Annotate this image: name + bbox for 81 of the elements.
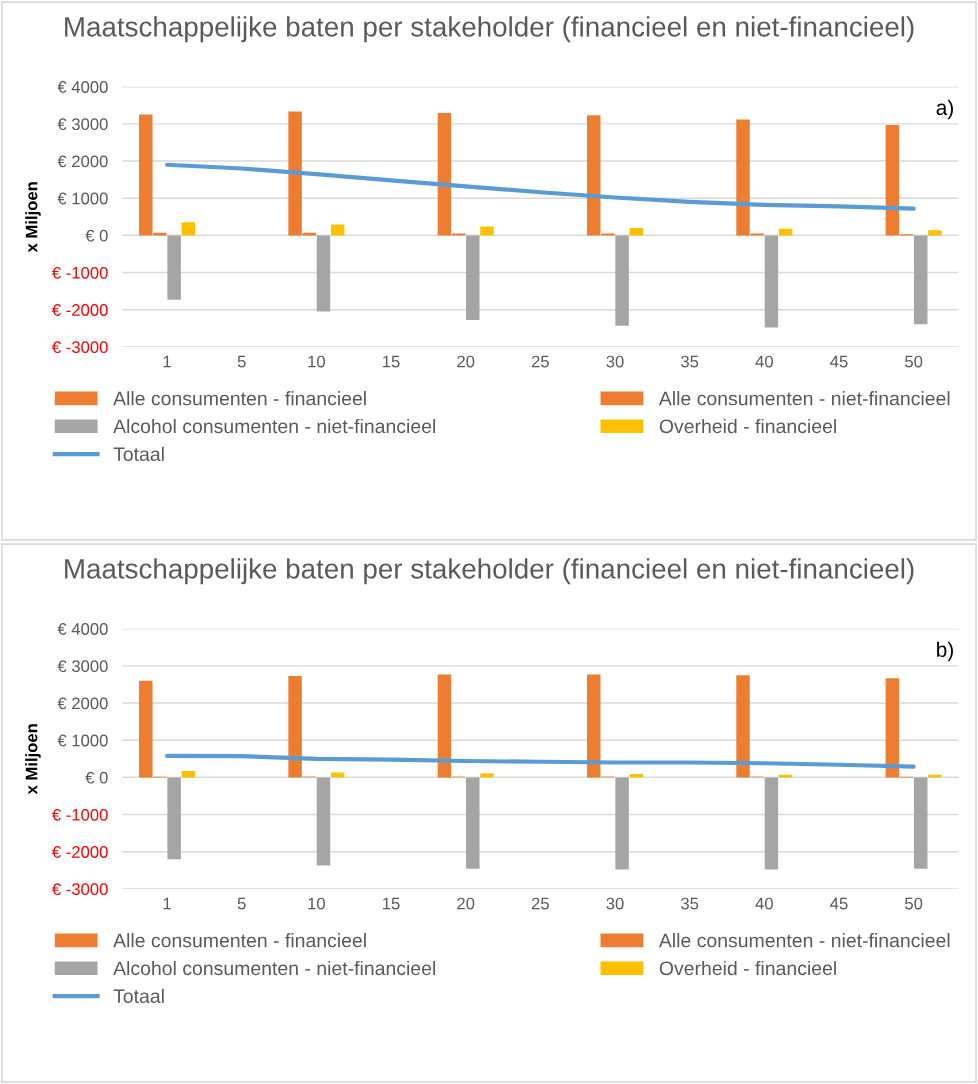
x-tick-label: 35	[681, 355, 699, 368]
bar	[181, 222, 196, 236]
bar	[181, 771, 196, 778]
x-tick-label: 10	[308, 355, 325, 368]
bar	[586, 674, 601, 778]
bar	[914, 777, 928, 869]
x-tick-label: 40	[755, 355, 773, 368]
bar	[736, 675, 750, 778]
x-tick-label: 35	[681, 897, 699, 910]
bar	[615, 777, 629, 870]
legend-label: Alcohol consumenten - niet-financieel	[113, 418, 435, 434]
bar	[330, 224, 345, 236]
bar	[615, 235, 629, 326]
x-tick-label: 45	[830, 897, 848, 910]
y-axis-title: x Miljoen	[25, 724, 41, 795]
legend-label: Alle consumenten - niet-financieel	[658, 391, 950, 406]
legend-label: Alcohol consumenten - niet-financieel	[113, 960, 435, 976]
bar	[167, 235, 181, 300]
bar	[316, 777, 331, 866]
y-tick-label: € 1000	[57, 192, 108, 205]
x-tick-label: 15	[383, 355, 400, 368]
bar	[466, 777, 480, 869]
y-tick-label: € 4000	[57, 623, 108, 635]
bar	[629, 227, 644, 236]
x-tick-label: 20	[457, 897, 475, 910]
bar	[764, 235, 779, 328]
bar	[480, 226, 494, 236]
x-tick-label: 30	[606, 897, 624, 910]
y-tick-label: € 4000	[57, 81, 108, 93]
x-tick-label: 30	[606, 355, 624, 368]
chart-title: Maatschappelijke baten per stakeholder (financieel en niet-financieel)	[65, 16, 914, 43]
y-tick-label: € 3000	[57, 118, 108, 131]
annotation: a)	[936, 99, 953, 120]
legend-label: Overheid - financieel	[659, 418, 836, 434]
legend-label: Alle consumenten - financieel	[113, 391, 366, 406]
legend-label: Alle consumenten - niet-financieel	[658, 933, 950, 948]
bar	[914, 235, 928, 325]
x-tick-label: 1	[163, 355, 171, 368]
bar	[316, 235, 331, 312]
x-tick-label: 25	[531, 355, 549, 368]
x-tick-label: 25	[531, 897, 549, 910]
bar	[928, 230, 942, 236]
bar	[466, 235, 480, 321]
bar	[167, 777, 181, 860]
y-tick-label: € -1000	[51, 266, 108, 279]
line-series	[164, 162, 916, 211]
x-tick-label: 5	[237, 355, 246, 368]
y-tick-label: € -2000	[51, 846, 108, 858]
annotation: b)	[937, 641, 953, 662]
x-tick-label: 50	[905, 355, 923, 368]
y-tick-label: € 1000	[57, 734, 108, 747]
x-tick-label: 1	[163, 897, 171, 910]
x-tick-label: 20	[457, 355, 475, 368]
y-tick-label: € 0	[85, 229, 108, 242]
x-tick-label: 50	[905, 897, 923, 910]
x-tick-label: 45	[830, 355, 848, 368]
x-tick-label: 40	[755, 897, 773, 910]
legend-label: Totaal	[113, 446, 164, 462]
line-series	[164, 753, 916, 769]
y-tick-label: € -1000	[51, 808, 108, 821]
y-tick-label: € 3000	[57, 660, 108, 673]
legend-label: Alle consumenten - financieel	[113, 933, 366, 948]
bar	[885, 678, 900, 778]
legend-label: Totaal	[113, 988, 164, 1004]
bar	[288, 675, 302, 778]
bar	[480, 773, 494, 778]
bar	[139, 680, 153, 778]
bar	[764, 777, 779, 870]
x-tick-label: 10	[308, 897, 325, 910]
y-tick-label: € -2000	[51, 304, 108, 316]
y-tick-label: € 0	[85, 771, 108, 784]
x-tick-label: 15	[383, 897, 400, 910]
y-tick-label: € 2000	[57, 697, 108, 710]
bar	[437, 674, 452, 778]
x-tick-label: 5	[237, 897, 246, 910]
chart-title: Maatschappelijke baten per stakeholder (financieel en niet-financieel)	[65, 558, 914, 585]
y-tick-label: € -3000	[51, 341, 108, 354]
legend-label: Overheid - financieel	[659, 960, 836, 976]
y-axis-title: x Miljoen	[25, 182, 41, 253]
y-tick-label: € -3000	[51, 883, 108, 896]
y-tick-label: € 2000	[57, 155, 108, 168]
